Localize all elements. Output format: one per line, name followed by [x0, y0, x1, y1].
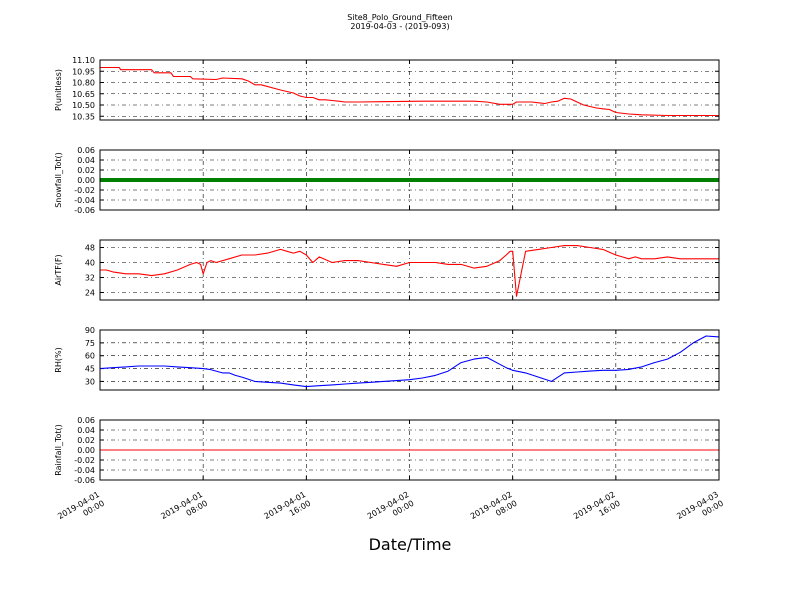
y-tick-label: 11.10: [72, 56, 95, 65]
series-line: [100, 245, 719, 297]
x-tick-label: 2019-04-0116:00: [263, 490, 313, 530]
y-tick-label: 90: [85, 326, 95, 335]
x-tick-label: 2019-04-0208:00: [469, 490, 519, 530]
y-tick-label: 60: [85, 352, 95, 361]
x-tick-label: 2019-04-0200:00: [366, 490, 416, 530]
y-tick-label: 10.35: [72, 112, 95, 121]
y-tick-label: 32: [85, 274, 95, 283]
x-axis-label: Date/Time: [369, 535, 452, 554]
y-tick-label: 0.00: [77, 446, 95, 455]
series-line: [99, 335, 720, 388]
series-line: [100, 66, 719, 117]
axes-frame: [99, 329, 720, 391]
x-tick-label: 2019-04-0300:00: [675, 490, 725, 530]
axes-frame: [99, 59, 720, 121]
y-tick-label: 0.06: [77, 416, 95, 425]
chart-title: Site8_Polo_Ground_Fifteen: [347, 13, 452, 22]
y-tick-label: 75: [85, 339, 95, 348]
y-tick-label: 24: [85, 289, 95, 298]
y-tick-label: -0.04: [74, 196, 95, 205]
y-axis-label: Snowfall_Tot(): [54, 152, 63, 208]
y-tick-label: 0.04: [77, 156, 95, 165]
y-tick-label: 10.80: [72, 79, 95, 88]
y-tick-label: 0.00: [77, 176, 95, 185]
y-axis-label: P(unitless): [54, 69, 63, 111]
panels: 10.35 10.50 10.65 10.80 10.95 11.10 P(unitless…: [54, 56, 725, 530]
y-tick-label: 30: [85, 377, 95, 386]
panel-4: 30 45 60 75 90 RH(%): [54, 326, 720, 391]
axes-frame: [99, 239, 720, 301]
y-axis-label: Rainfall_Tot(): [54, 424, 63, 476]
y-tick-label: 10.65: [72, 90, 95, 99]
panel-2: 0.060.040.020.00-0.02-0.04-0.06 Snowfall_…: [54, 146, 720, 215]
y-tick-label: 0.02: [77, 166, 95, 175]
y-tick-label: -0.06: [74, 206, 95, 215]
y-tick-label: 0.06: [77, 146, 95, 155]
y-tick-label: -0.02: [74, 456, 95, 465]
axes-frame: [99, 149, 720, 211]
y-axis-label: AirTF(F): [54, 254, 63, 285]
y-axis-label: RH(%): [54, 347, 63, 372]
y-tick-label: -0.02: [74, 186, 95, 195]
y-tick-label: 10.50: [72, 101, 95, 110]
y-tick-label: -0.04: [74, 466, 95, 475]
panel-1: 10.35 10.50 10.65 10.80 10.95 11.10 P(unitless…: [54, 56, 720, 121]
x-tick-label: 2019-04-0100:00: [56, 490, 106, 530]
y-tick-label: -0.06: [74, 476, 95, 485]
x-tick-label: 2019-04-0108:00: [159, 490, 209, 530]
y-tick-label: 45: [85, 365, 95, 374]
y-tick-label: 40: [85, 259, 95, 268]
panel-3: 24 32 40 48 AirTF(F): [54, 239, 720, 301]
chart-subtitle: 2019-04-03 - (2019-093): [350, 22, 449, 31]
y-tick-label: 0.04: [77, 426, 95, 435]
x-tick-labels: 2019-04-0100:00 2019-04-0108:00 2019-04-01…: [56, 490, 725, 530]
y-tick-label: 48: [85, 244, 95, 253]
y-tick-label: 10.95: [72, 67, 95, 76]
axes-frame: [99, 419, 720, 481]
x-tick-label: 2019-04-0216:00: [572, 490, 622, 530]
panel-5: 0.060.040.020.00-0.02-0.04-0.06 Rainfall_…: [54, 416, 720, 485]
y-tick-label: 0.02: [77, 436, 95, 445]
